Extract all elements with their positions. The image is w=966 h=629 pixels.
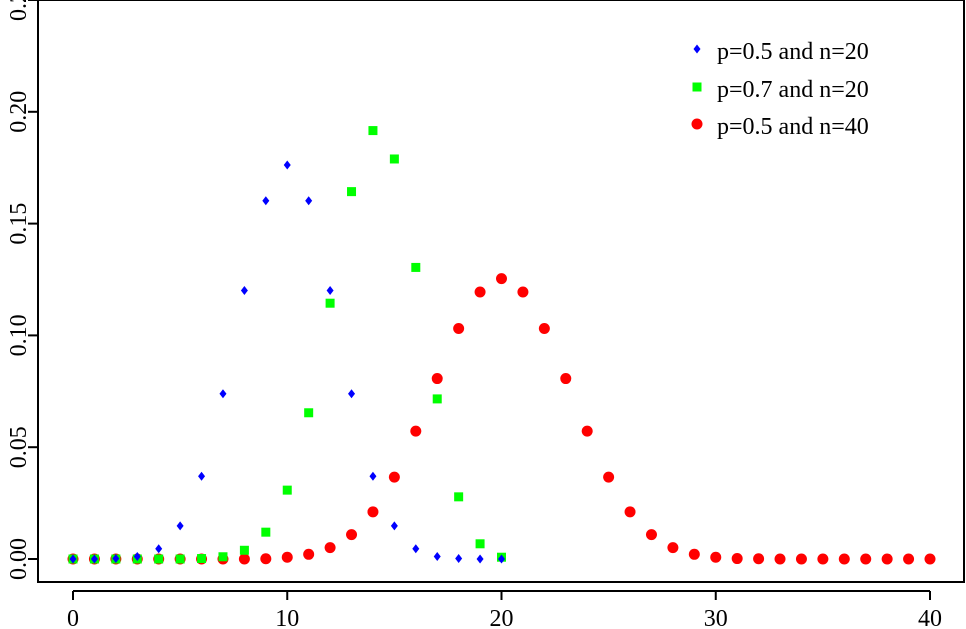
- series-3-point: [581, 425, 593, 437]
- series-2: [68, 126, 506, 564]
- series-3-point: [388, 471, 400, 483]
- series-3-point: [903, 553, 915, 565]
- series-1-point: [262, 196, 270, 206]
- series-2-point: [325, 298, 335, 308]
- series-1-point: [348, 389, 356, 399]
- series-3-point: [603, 471, 615, 483]
- series-3-point: [710, 551, 722, 563]
- series-2-point: [389, 154, 399, 164]
- x-axis: 0 10 20 30 40: [67, 590, 942, 629]
- legend-marker-3: [691, 118, 703, 130]
- series-1-point: [369, 471, 377, 481]
- series-3-point: [560, 373, 572, 385]
- series-1-point: [112, 554, 120, 564]
- x-tick-label: 0: [67, 606, 79, 629]
- series-1-point: [198, 471, 206, 481]
- series-1-point: [90, 554, 98, 564]
- series-2-point: [347, 187, 357, 197]
- series-3-point: [238, 553, 250, 565]
- series-2-point: [218, 552, 228, 562]
- series-3-point: [474, 286, 486, 298]
- series-1: [69, 160, 505, 564]
- series-3-point: [496, 273, 507, 285]
- series-2-point: [432, 394, 442, 404]
- series-3-point: [645, 529, 657, 541]
- series-1-point: [133, 552, 141, 562]
- series-1-point: [219, 389, 227, 399]
- series-3-point: [838, 553, 850, 565]
- plot-frame: [37, 0, 965, 583]
- y-tick-label: 0.20: [6, 91, 32, 133]
- legend-label-1: p=0.5 and n=20: [717, 39, 869, 65]
- series-2-point: [411, 262, 421, 272]
- series-2-point: [239, 545, 249, 555]
- series-1-point: [155, 544, 163, 554]
- legend-marker-1: [693, 44, 701, 54]
- y-tick-label: 0.05: [6, 426, 32, 468]
- series-3-point: [753, 553, 765, 565]
- series-1-point: [69, 554, 77, 564]
- series-1-point: [283, 160, 291, 170]
- legend-marker-2: [692, 82, 702, 92]
- series-3-point: [731, 553, 743, 565]
- series-3-point: [410, 425, 422, 437]
- legend: p=0.5 and n=20 p=0.7 and n=20 p=0.5 and n=…: [691, 39, 869, 140]
- x-tick-label: 40: [918, 606, 942, 629]
- data-points: [67, 126, 936, 565]
- series-3-point: [667, 542, 679, 554]
- series-3-point: [817, 553, 829, 565]
- series-3-point: [324, 542, 336, 554]
- x-tick-label: 30: [704, 606, 728, 629]
- series-3-point: [453, 322, 465, 334]
- series-3-point: [881, 553, 893, 565]
- series-2-point: [261, 527, 271, 537]
- series-3-point: [624, 506, 636, 518]
- y-tick-label: 0.25: [6, 0, 32, 21]
- series-2-point: [475, 539, 485, 549]
- series-3-point: [924, 553, 936, 565]
- legend-label-3: p=0.5 and n=40: [717, 114, 869, 140]
- y-tick-label: 0.15: [6, 203, 32, 245]
- series-3-point: [795, 553, 807, 565]
- series-3: [67, 273, 936, 565]
- y-axis: 0.00 0.05 0.10 0.15 0.20 0.25: [6, 0, 38, 580]
- series-3-point: [774, 553, 786, 565]
- series-1-point: [455, 554, 463, 564]
- series-3-point: [346, 529, 358, 541]
- x-tick-label: 10: [275, 606, 299, 629]
- series-3-point: [688, 548, 700, 560]
- series-1-point: [476, 554, 484, 564]
- series-3-point: [431, 373, 443, 385]
- series-3-point: [860, 553, 872, 565]
- series-2-point: [175, 554, 185, 564]
- series-1-point: [305, 196, 313, 206]
- series-1-point: [240, 285, 248, 295]
- y-tick-label: 0.00: [6, 538, 32, 580]
- series-3-point: [303, 548, 315, 560]
- series-2-point: [454, 492, 464, 502]
- series-3-point: [517, 286, 529, 298]
- series-3-point: [367, 506, 379, 518]
- x-tick-label: 20: [490, 606, 514, 629]
- series-3-point: [538, 322, 550, 334]
- series-1-point: [498, 554, 505, 564]
- series-2-point: [154, 554, 164, 564]
- series-1-point: [390, 521, 398, 531]
- series-2-point: [304, 408, 314, 418]
- series-3-point: [281, 551, 293, 563]
- series-3-point: [260, 553, 272, 565]
- y-tick-label: 0.10: [6, 314, 32, 356]
- series-1-point: [176, 521, 184, 531]
- series-2-point: [282, 485, 292, 495]
- series-1-point: [412, 544, 420, 554]
- series-2-point: [368, 126, 378, 136]
- series-2-point: [197, 554, 207, 564]
- legend-label-2: p=0.7 and n=20: [717, 77, 869, 103]
- series-1-point: [326, 285, 334, 295]
- series-1-point: [433, 552, 441, 562]
